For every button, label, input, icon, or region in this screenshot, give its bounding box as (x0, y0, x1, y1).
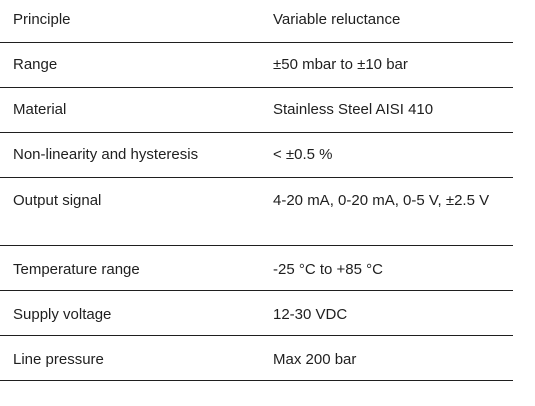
spec-label: Principle (13, 11, 71, 28)
spec-value: 12-30 VDC (273, 306, 348, 323)
spec-label: Temperature range (13, 261, 140, 278)
spec-row-range: Range ±50 mbar to ±10 bar (0, 43, 513, 88)
spec-label: Supply voltage (13, 306, 112, 323)
spec-row-line-pressure: Line pressure Max 200 bar (0, 336, 513, 381)
spec-label: Line pressure (13, 351, 104, 368)
spec-label: Non-linearity and hysteresis (13, 146, 199, 163)
spec-row-principle: Principle Variable reluctance (0, 0, 513, 43)
spec-row-temperature-range: Temperature range -25 °C to +85 °C (0, 246, 513, 291)
spec-row-supply-voltage: Supply voltage 12-30 VDC (0, 291, 513, 336)
spec-label: Range (13, 56, 58, 73)
spec-value: 4-20 mA, 0-20 mA, 0-5 V, ±2.5 V (273, 192, 490, 209)
spec-value: Max 200 bar (273, 351, 357, 368)
spec-value: Variable reluctance (273, 11, 401, 28)
spec-row-material: Material Stainless Steel AISI 410 (0, 88, 513, 133)
spec-value: -25 °C to +85 °C (273, 261, 383, 278)
spec-row-non-linearity: Non-linearity and hysteresis < ±0.5 % (0, 133, 513, 178)
spec-value: Stainless Steel AISI 410 (273, 101, 434, 118)
spec-label: Material (13, 101, 67, 118)
spec-value: < ±0.5 % (273, 146, 333, 163)
spec-value: ±50 mbar to ±10 bar (273, 56, 408, 73)
spec-label: Output signal (13, 192, 102, 209)
spec-row-output-signal: Output signal 4-20 mA, 0-20 mA, 0-5 V, ±… (0, 178, 513, 246)
